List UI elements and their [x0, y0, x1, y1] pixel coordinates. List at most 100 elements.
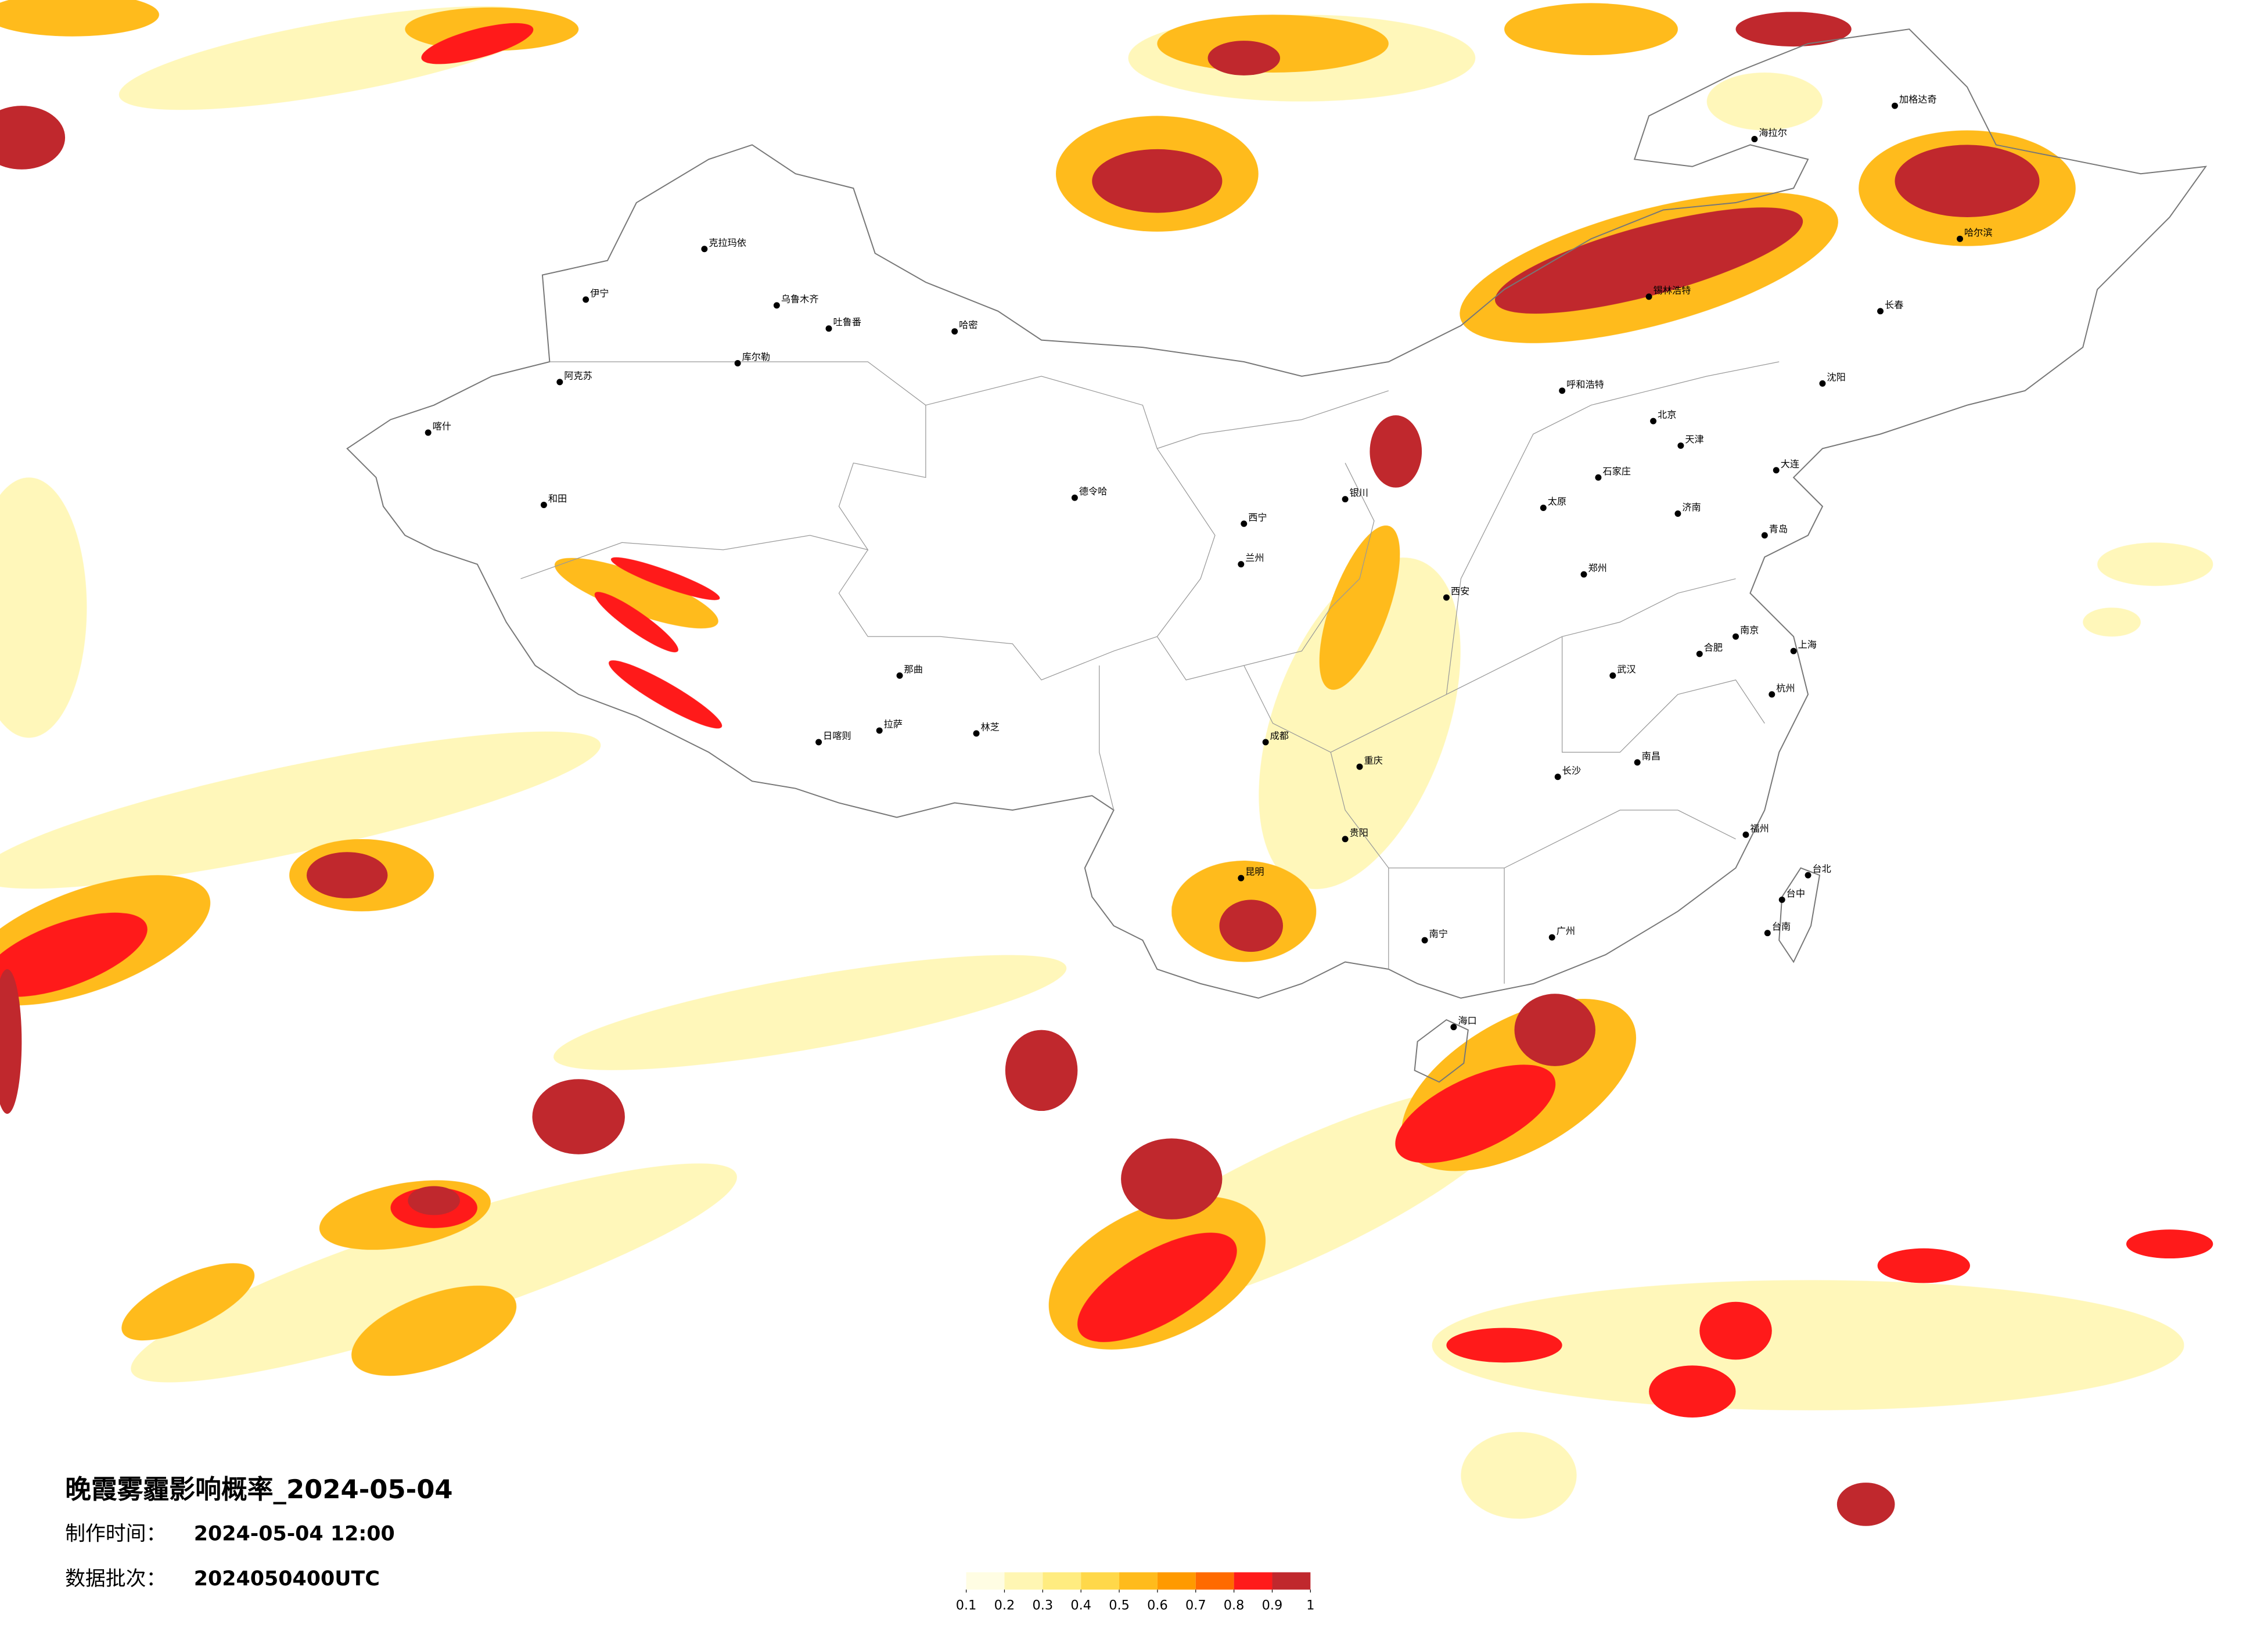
colorbar-label: 0.1	[956, 1598, 977, 1613]
city-label: 银川	[1350, 487, 1368, 498]
city-label: 和田	[548, 493, 567, 504]
city-label: 重庆	[1364, 755, 1382, 766]
city-dot	[734, 359, 741, 366]
city-label: 伊宁	[590, 287, 609, 298]
city-label: 那曲	[904, 664, 923, 675]
city-dot	[973, 730, 980, 737]
city-label: 石家庄	[1602, 466, 1631, 477]
city-dot	[1645, 293, 1652, 300]
city-dot	[1677, 442, 1684, 449]
city-label: 哈密	[959, 319, 977, 330]
colorbar-label: 0.6	[1147, 1598, 1168, 1613]
city-dot	[1342, 836, 1349, 843]
production-time-label: 制作时间：	[65, 1523, 166, 1546]
colorbar-label: 1	[1306, 1598, 1314, 1613]
colorbar: 0.1 0.2 0.3 0.4 0.5 0.6 0.7 0.8 0.9 1	[956, 1572, 1314, 1613]
fog-areas	[0, 0, 2213, 1526]
city-dot	[1443, 594, 1450, 601]
city-label: 天津	[1685, 434, 1703, 445]
country-boundary	[346, 28, 2208, 999]
city-label: 锡林浩特	[1654, 285, 1691, 296]
city-dot	[1342, 496, 1349, 503]
colorbar-label: 0.9	[1262, 1598, 1283, 1613]
city-dot	[1674, 510, 1681, 517]
city-label: 南昌	[1642, 750, 1660, 761]
city-dot	[1877, 308, 1884, 315]
city-dot	[1595, 474, 1602, 481]
city-label: 阿克苏	[564, 370, 592, 381]
city-dot	[951, 328, 958, 335]
city-label: 太原	[1548, 496, 1566, 507]
city-label: 台北	[1813, 864, 1831, 875]
city-label: 郑州	[1588, 563, 1606, 574]
city-label: 北京	[1658, 409, 1676, 420]
colorbar-cell	[1004, 1572, 1043, 1590]
city-dot	[701, 246, 708, 253]
city-label: 杭州	[1776, 682, 1795, 693]
city-dot	[1554, 774, 1561, 780]
colorbar-cell	[1234, 1572, 1273, 1590]
city-dot	[773, 302, 780, 309]
colorbar-label: 0.8	[1224, 1598, 1245, 1613]
city-dot	[1696, 650, 1703, 657]
city-dot	[1071, 494, 1078, 501]
city-dot	[1778, 896, 1785, 903]
city-label: 沈阳	[1827, 372, 1845, 383]
city-dot	[1751, 135, 1758, 142]
colorbar-cell	[1081, 1572, 1120, 1590]
city-label: 呼和浩特	[1566, 379, 1604, 390]
city-label: 喀什	[433, 421, 451, 432]
city-label: 成都	[1270, 731, 1289, 742]
city-dot	[876, 727, 883, 734]
city-label: 日喀则	[823, 731, 851, 742]
city-label: 南京	[1740, 625, 1759, 636]
city-dot	[1356, 763, 1363, 770]
city-label: 上海	[1798, 639, 1817, 650]
city-dot	[815, 739, 822, 746]
batch: 2024050400UTC	[194, 1567, 380, 1591]
map-title: 晚霞雾霾影响概率_2024-05-04	[65, 1474, 453, 1505]
colorbar-cell	[1119, 1572, 1158, 1590]
city-label: 贵阳	[1350, 827, 1368, 838]
colorbar-cell	[1043, 1572, 1081, 1590]
colorbar-label: 0.5	[1109, 1598, 1130, 1613]
city-dot	[583, 296, 590, 303]
city-label: 西宁	[1248, 512, 1267, 523]
city-dot	[1580, 571, 1587, 578]
city-dot	[1421, 937, 1428, 944]
colorbar-cell	[966, 1572, 1005, 1590]
city-label: 济南	[1682, 502, 1701, 513]
city-dot	[896, 672, 903, 679]
batch-label: 数据批次：	[65, 1567, 166, 1591]
city-label: 南宁	[1429, 929, 1448, 940]
city-dot	[1559, 387, 1566, 394]
city-dot	[1742, 831, 1749, 838]
city-dot	[1957, 235, 1964, 242]
city-dot	[1769, 691, 1775, 698]
city-dot	[1241, 520, 1248, 527]
city-dot	[1761, 532, 1768, 539]
colorbar-label: 0.3	[1033, 1598, 1054, 1613]
city-dot	[425, 429, 432, 436]
city-label: 大连	[1781, 458, 1799, 469]
city-dot	[540, 502, 547, 509]
city-label: 昆明	[1245, 866, 1264, 877]
city-label: 吐鲁番	[833, 316, 861, 328]
city-label: 福州	[1750, 823, 1769, 834]
city-dot	[1764, 930, 1771, 937]
city-dot	[825, 325, 832, 332]
city-label: 合肥	[1704, 642, 1723, 653]
city-dot	[1548, 934, 1555, 941]
city-label: 海口	[1458, 1015, 1476, 1026]
colorbar-cell	[1195, 1572, 1234, 1590]
city-dot	[1790, 647, 1797, 654]
city-label: 哈尔滨	[1964, 227, 1993, 238]
city-label: 武汉	[1617, 664, 1636, 675]
city-dot	[1819, 380, 1826, 387]
city-dot	[1238, 875, 1245, 882]
colorbar-cell	[1272, 1572, 1311, 1590]
city-label: 青岛	[1769, 523, 1788, 534]
